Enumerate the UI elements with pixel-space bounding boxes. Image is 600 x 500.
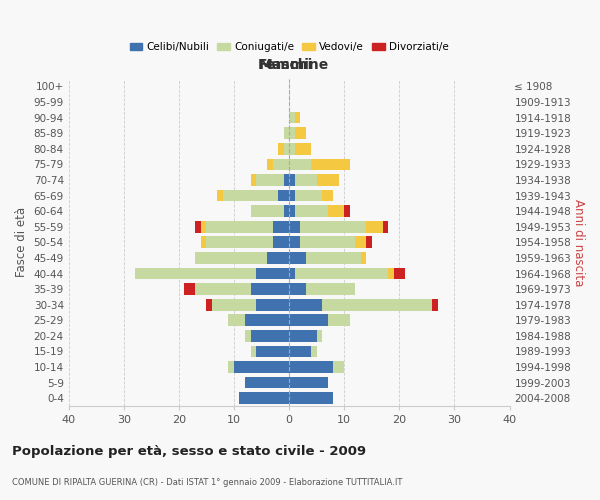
- Bar: [300, 236, 355, 248]
- Bar: [366, 236, 372, 248]
- Text: Femmine: Femmine: [257, 58, 329, 72]
- Bar: [305, 252, 361, 264]
- Bar: [289, 206, 295, 217]
- Bar: [256, 174, 284, 186]
- Bar: [289, 314, 328, 326]
- Bar: [394, 268, 405, 280]
- Bar: [433, 299, 438, 310]
- Bar: [295, 112, 300, 124]
- Bar: [289, 361, 333, 373]
- Bar: [344, 206, 350, 217]
- Bar: [251, 174, 256, 186]
- Bar: [256, 346, 289, 358]
- Bar: [284, 128, 289, 139]
- Bar: [206, 299, 212, 310]
- Bar: [289, 346, 311, 358]
- Legend: Celibi/Nubili, Coniugati/e, Vedovi/e, Divorziati/e: Celibi/Nubili, Coniugati/e, Vedovi/e, Di…: [125, 38, 453, 56]
- Bar: [361, 252, 366, 264]
- Bar: [295, 128, 305, 139]
- Bar: [229, 361, 234, 373]
- Bar: [305, 283, 355, 295]
- Bar: [201, 221, 206, 232]
- Bar: [289, 330, 317, 342]
- Bar: [223, 190, 278, 202]
- Text: Maschi: Maschi: [259, 58, 313, 72]
- Bar: [289, 143, 295, 154]
- Bar: [289, 268, 295, 280]
- Bar: [256, 268, 289, 280]
- Bar: [366, 221, 383, 232]
- Bar: [256, 299, 289, 310]
- Bar: [251, 330, 289, 342]
- Bar: [267, 158, 272, 170]
- Bar: [300, 221, 366, 232]
- Bar: [295, 174, 317, 186]
- Bar: [295, 268, 388, 280]
- Bar: [383, 221, 388, 232]
- Bar: [196, 283, 251, 295]
- Bar: [355, 236, 366, 248]
- Bar: [289, 190, 295, 202]
- Bar: [234, 361, 289, 373]
- Bar: [328, 314, 350, 326]
- Bar: [251, 283, 289, 295]
- Bar: [289, 174, 295, 186]
- Bar: [289, 221, 300, 232]
- Bar: [267, 252, 289, 264]
- Bar: [328, 206, 344, 217]
- Text: COMUNE DI RIPALTA GUERINA (CR) - Dati ISTAT 1° gennaio 2009 - Elaborazione TUTTI: COMUNE DI RIPALTA GUERINA (CR) - Dati IS…: [12, 478, 403, 487]
- Bar: [251, 206, 284, 217]
- Y-axis label: Fasce di età: Fasce di età: [15, 208, 28, 278]
- Bar: [239, 392, 289, 404]
- Bar: [135, 268, 256, 280]
- Bar: [289, 252, 305, 264]
- Bar: [289, 392, 333, 404]
- Bar: [322, 190, 333, 202]
- Bar: [278, 190, 289, 202]
- Bar: [333, 361, 344, 373]
- Bar: [284, 174, 289, 186]
- Bar: [272, 158, 289, 170]
- Bar: [289, 283, 305, 295]
- Bar: [388, 268, 394, 280]
- Bar: [272, 221, 289, 232]
- Bar: [289, 158, 311, 170]
- Bar: [212, 299, 256, 310]
- Bar: [196, 252, 267, 264]
- Bar: [317, 330, 322, 342]
- Bar: [311, 158, 350, 170]
- Bar: [206, 221, 272, 232]
- Bar: [184, 283, 196, 295]
- Bar: [245, 377, 289, 388]
- Bar: [295, 206, 328, 217]
- Text: Popolazione per età, sesso e stato civile - 2009: Popolazione per età, sesso e stato civil…: [12, 445, 366, 458]
- Bar: [289, 377, 328, 388]
- Bar: [317, 174, 338, 186]
- Bar: [311, 346, 317, 358]
- Bar: [289, 112, 295, 124]
- Bar: [245, 330, 251, 342]
- Bar: [289, 236, 300, 248]
- Bar: [229, 314, 245, 326]
- Bar: [284, 206, 289, 217]
- Y-axis label: Anni di nascita: Anni di nascita: [572, 198, 585, 286]
- Bar: [272, 236, 289, 248]
- Bar: [284, 143, 289, 154]
- Bar: [278, 143, 284, 154]
- Bar: [251, 346, 256, 358]
- Bar: [289, 128, 295, 139]
- Bar: [295, 190, 322, 202]
- Bar: [217, 190, 223, 202]
- Bar: [206, 236, 272, 248]
- Bar: [289, 299, 322, 310]
- Bar: [245, 314, 289, 326]
- Bar: [196, 221, 201, 232]
- Bar: [322, 299, 433, 310]
- Bar: [295, 143, 311, 154]
- Bar: [201, 236, 206, 248]
